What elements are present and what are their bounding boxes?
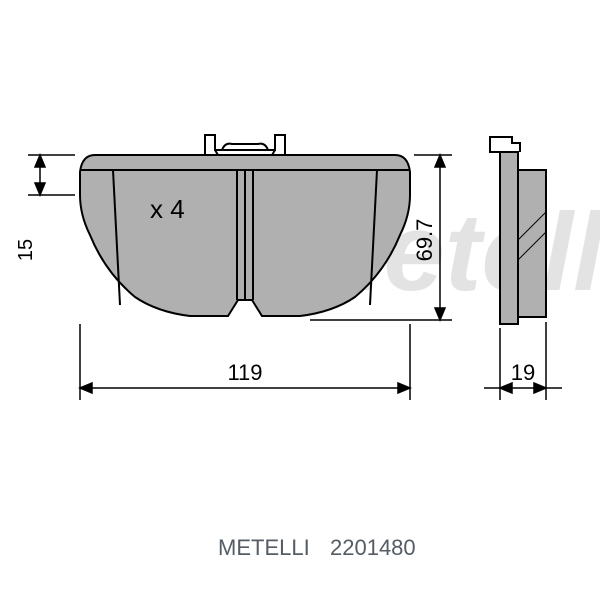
- caption-partno: 2201480: [330, 535, 416, 560]
- top-clip: [205, 135, 285, 155]
- dim-width: 119: [227, 360, 262, 385]
- side-friction: [518, 170, 546, 317]
- front-view: x 4: [80, 135, 410, 316]
- qty-label: x 4: [150, 194, 185, 224]
- caption-brand: METELLI: [218, 535, 310, 560]
- side-backplate: [500, 152, 518, 324]
- dim-clip: 15: [15, 239, 37, 261]
- dim-thickness: 19: [511, 360, 535, 385]
- dim-height: 69.7: [412, 219, 437, 262]
